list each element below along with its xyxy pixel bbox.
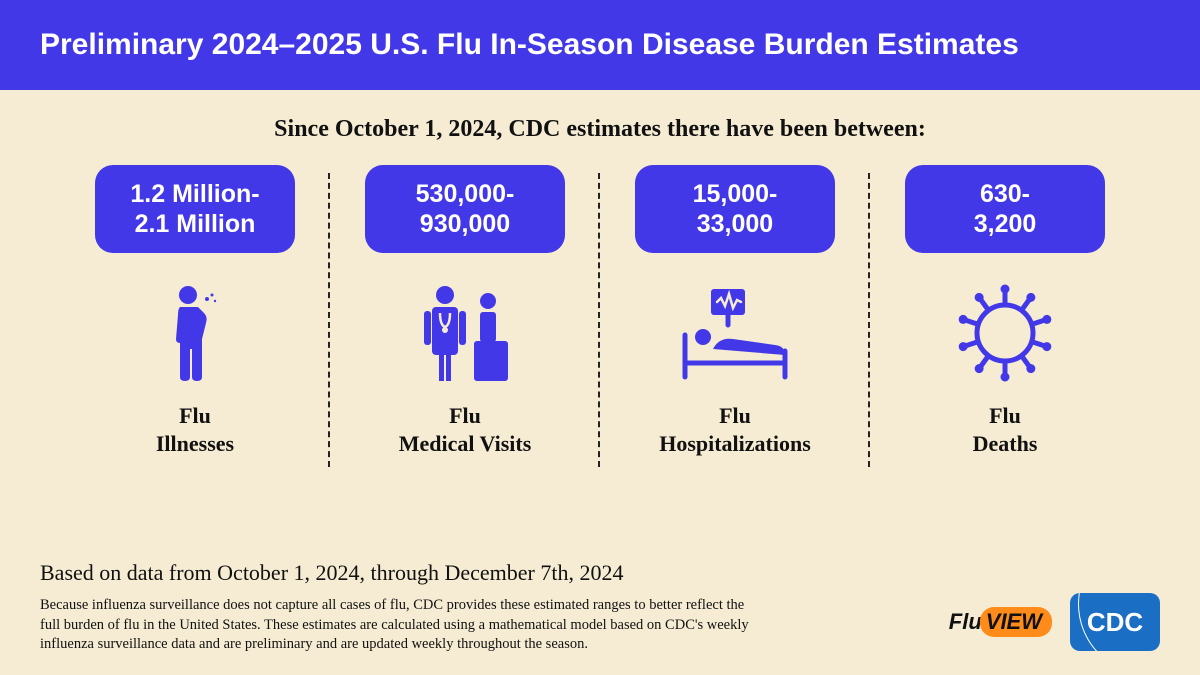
hospital-bed-icon (675, 275, 795, 390)
virus-icon (955, 275, 1055, 390)
doctor-visit-icon (410, 275, 520, 390)
stat-label: Flu Deaths (973, 402, 1038, 457)
stat-deaths: 630- 3,200 (870, 165, 1140, 457)
stat-label: Flu Illnesses (156, 402, 234, 457)
fluview-view: VIEW (980, 607, 1052, 637)
cdc-text: CDC (1087, 607, 1143, 638)
cdc-logo: CDC (1070, 593, 1160, 651)
page-title: Preliminary 2024–2025 U.S. Flu In-Season… (40, 28, 1019, 61)
stat-hospitalizations: 15,000- 33,000 Flu Hospitalizations (600, 165, 870, 457)
header-banner: Preliminary 2024–2025 U.S. Flu In-Season… (0, 0, 1200, 90)
stat-range-pill: 1.2 Million- 2.1 Million (95, 165, 295, 253)
fluview-flu: Flu (949, 609, 982, 635)
stat-illnesses: 1.2 Million- 2.1 Million Flu Illnesses (60, 165, 330, 457)
stats-row: 1.2 Million- 2.1 Million Flu Illnesses 5… (0, 165, 1200, 457)
stat-label: Flu Medical Visits (399, 402, 532, 457)
stat-label: Flu Hospitalizations (659, 402, 811, 457)
subtitle: Since October 1, 2024, CDC estimates the… (0, 90, 1200, 165)
footer: Based on data from October 1, 2024, thro… (0, 560, 1200, 675)
stat-range-pill: 15,000- 33,000 (635, 165, 835, 253)
fluview-logo: FluVIEW (949, 607, 1052, 637)
footer-disclaimer: Because influenza surveillance does not … (40, 596, 760, 655)
stat-range-pill: 630- 3,200 (905, 165, 1105, 253)
logos: FluVIEW CDC (949, 593, 1160, 651)
sick-person-icon (160, 275, 230, 390)
footer-date-range: Based on data from October 1, 2024, thro… (40, 560, 1160, 586)
stat-range-pill: 530,000- 930,000 (365, 165, 565, 253)
stat-medical-visits: 530,000- 930,000 Flu Medical Visi (330, 165, 600, 457)
